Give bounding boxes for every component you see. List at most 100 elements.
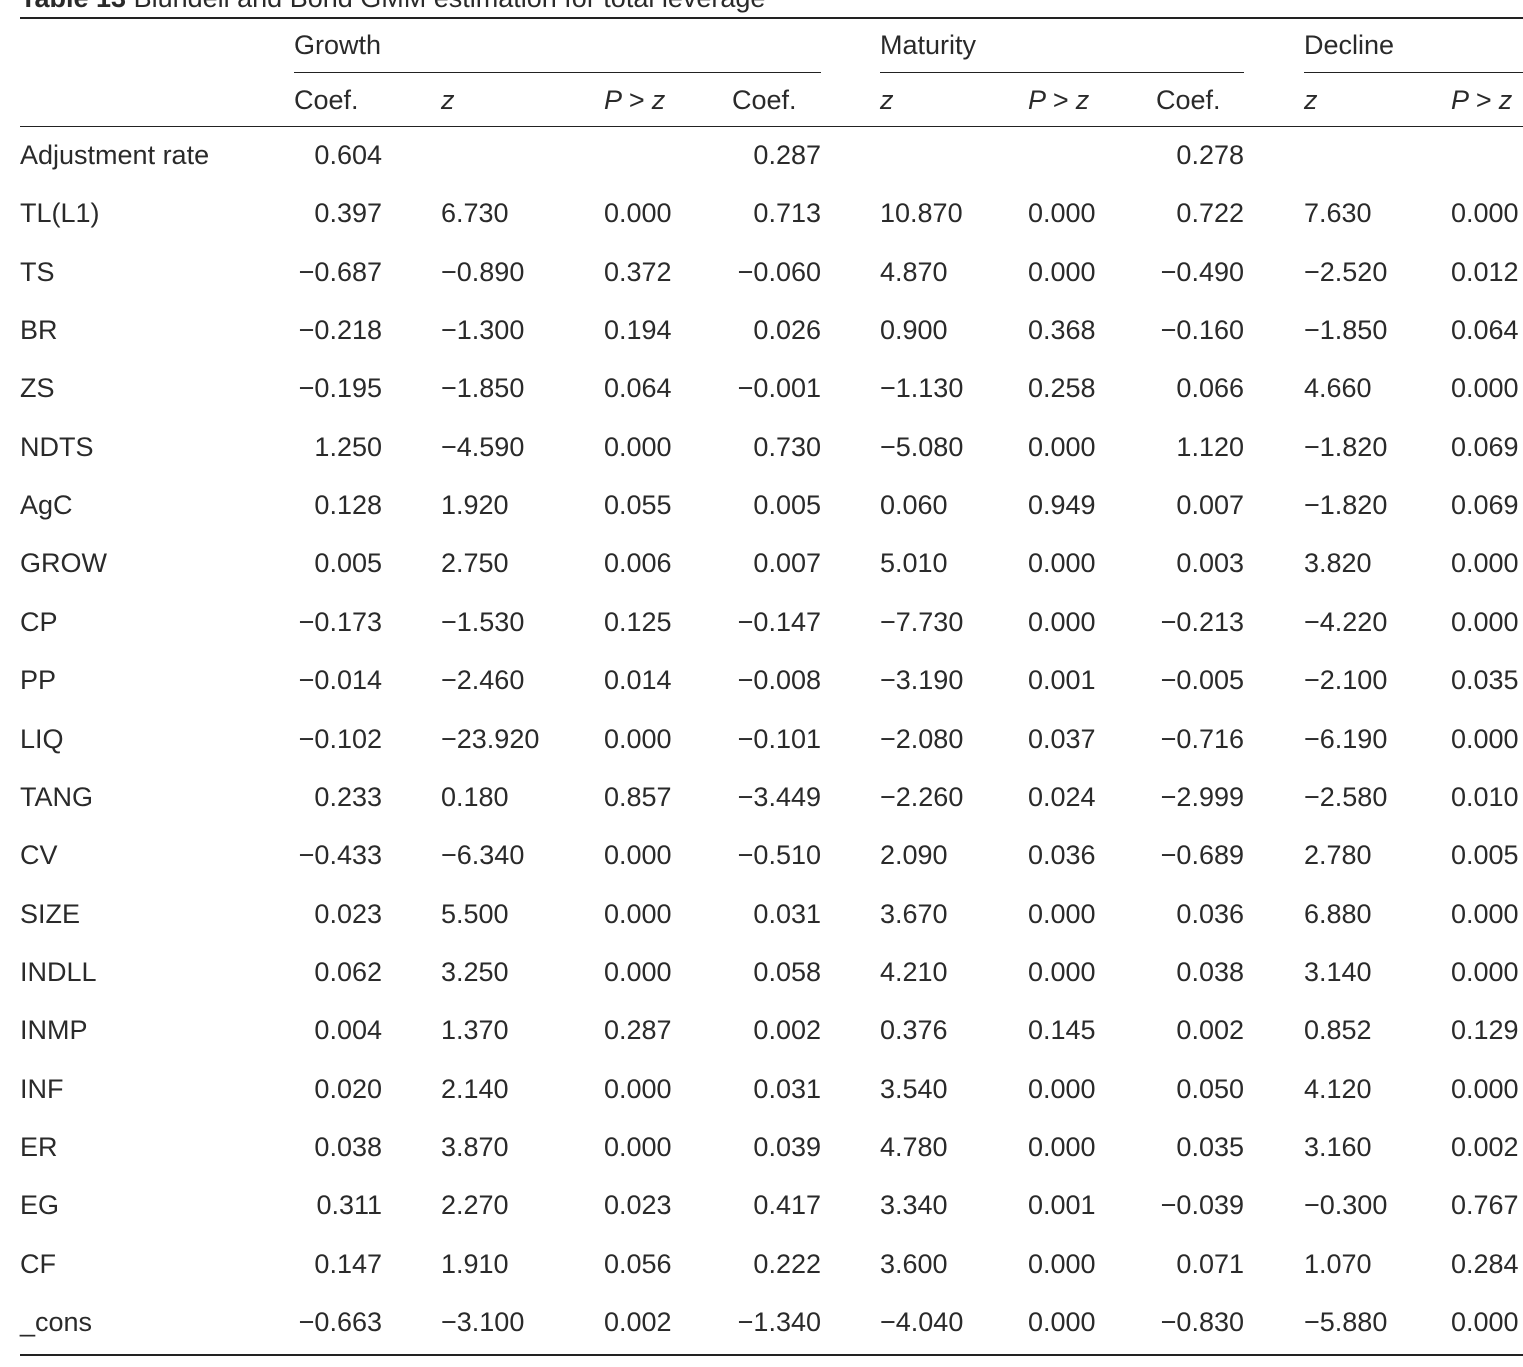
column-header: z [1304,85,1318,115]
cell: 0.000 [1028,1307,1096,1337]
cell: 0.036 [1176,898,1244,929]
cell: 0.055 [604,490,672,521]
cell: 0.194 [604,315,672,346]
cell: 3.670 [880,898,948,929]
column-header: P > z [1028,85,1090,115]
cell: 10.870 [880,198,963,229]
cell: 0.003 [1176,548,1244,579]
row-label: CP [20,606,58,637]
cell: 0.730 [753,431,821,462]
cell: 0.064 [604,373,672,404]
cell: 5.010 [880,548,948,579]
row-label: INF [20,1073,64,1104]
cell: 0.147 [314,1248,382,1279]
cell: 1.070 [1304,1248,1372,1279]
row-label: ER [20,1131,58,1162]
cell: 0.062 [314,956,382,987]
cell: −1.300 [441,315,525,346]
cell: −5.880 [1304,1307,1388,1337]
row-label: EG [20,1190,60,1221]
row-label: INMP [20,1015,88,1046]
row-label: GROW [20,548,107,579]
cell: 0.713 [753,198,821,229]
cell: 0.284 [1451,1248,1519,1279]
cell: 0.000 [1028,898,1096,929]
cell: 0.000 [1028,256,1096,287]
cell: 2.780 [1304,840,1372,871]
cell: 0.000 [604,1073,672,1104]
cell: −0.218 [298,315,382,346]
cell: 7.630 [1304,198,1372,229]
cell: −1.130 [880,373,964,404]
cell: 2.090 [880,840,948,871]
cell: −0.173 [298,606,382,637]
row-label: SIZE [20,898,81,929]
cell: 0.417 [753,1190,821,1221]
cell: −0.005 [1160,665,1244,696]
cell: −4.590 [441,431,525,462]
row-label: TANG [20,781,93,812]
cell: −3.190 [880,665,964,696]
cell: −6.340 [441,840,525,871]
cell: 0.002 [1176,1015,1244,1046]
cell: 2.750 [441,548,509,579]
cell: 6.880 [1304,898,1372,929]
cell: 0.000 [1451,1307,1519,1337]
cell: −0.101 [737,723,821,754]
cell: 0.000 [1451,198,1519,229]
cell: 0.005 [1451,840,1519,871]
group-header: Decline [1304,30,1395,60]
cell: 0.012 [1451,256,1519,287]
column-header: Coef. [294,85,359,115]
row-label: ZS [20,373,55,404]
row-label: AgC [20,490,73,521]
cell: 0.039 [753,1131,821,1162]
cell: 0.007 [753,548,821,579]
cell: 0.005 [753,490,821,521]
cell: 0.000 [1451,1073,1519,1104]
cell: 0.000 [1028,1248,1096,1279]
bottom-rule [20,1354,1523,1356]
cell: 0.145 [1028,1015,1096,1046]
column-header: z [880,85,894,115]
cell: 0.311 [316,1190,382,1221]
cell: 0.222 [753,1248,821,1279]
cell: −0.716 [1160,723,1244,754]
cell: −0.433 [298,840,382,871]
cell: 0.900 [880,315,948,346]
cell: −0.213 [1160,606,1244,637]
cell: −0.689 [1160,840,1244,871]
cell: 0.000 [1451,956,1519,987]
cell: 0.000 [1028,1131,1096,1162]
cell: −0.001 [737,373,821,404]
cell: 4.660 [1304,373,1372,404]
cell: 0.024 [1028,781,1096,812]
cell: 6.730 [441,198,509,229]
column-header: P > z [604,85,666,115]
column-header: Coef. [1156,85,1221,115]
row-label: _cons [20,1307,93,1337]
cell: 0.007 [1176,490,1244,521]
cell: −2.580 [1304,781,1388,812]
cell: −0.014 [298,665,382,696]
row-label: LIQ [20,723,64,754]
cell: 0.000 [1028,956,1096,987]
cell: 0.852 [1304,1015,1372,1046]
cell: 0.000 [1451,606,1519,637]
cell: −0.687 [298,256,382,287]
cell: −0.830 [1160,1307,1244,1337]
row-label: PP [20,665,57,696]
cell: 0.000 [604,431,672,462]
cell: 0.000 [1451,898,1519,929]
cell: −2.460 [441,665,525,696]
cell: 0.372 [604,256,672,287]
cell: 0.180 [441,781,509,812]
cell: −2.999 [1160,781,1244,812]
cell: 4.870 [880,256,948,287]
row-label: CF [20,1248,56,1279]
cell: 3.600 [880,1248,948,1279]
cell: 0.000 [1028,1073,1096,1104]
cell: 0.368 [1028,315,1096,346]
cell: 0.002 [1451,1131,1519,1162]
